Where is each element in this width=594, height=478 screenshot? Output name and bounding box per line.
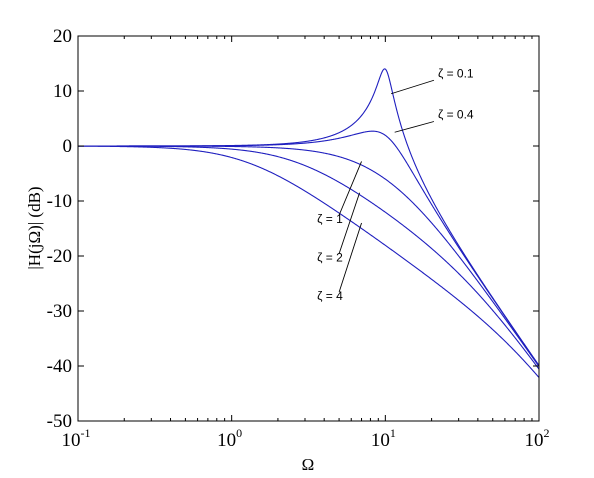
- y-tick-label-3: -10: [47, 191, 72, 212]
- series-lines: [78, 68, 540, 378]
- annotation-label-3: ζ = 2: [317, 251, 343, 265]
- y-axis-label: |H(jΩ)| (dB): [25, 186, 44, 269]
- annotation-label-0: ζ = 0.1: [438, 66, 474, 80]
- plot-frame: [77, 35, 540, 422]
- annotation-leader-0: [390, 79, 435, 95]
- series-line-3: [78, 145, 540, 370]
- annotation-label-1: ζ = 0.4: [438, 108, 474, 122]
- y-tick-label-1: 10: [53, 81, 72, 102]
- y-tick-label-6: -40: [47, 356, 72, 377]
- axis-ticks: [77, 35, 540, 422]
- y-tick-label-7: -50: [47, 411, 72, 432]
- y-tick-label-0: 20: [53, 26, 72, 47]
- annotation-label-4: ζ = 4: [317, 289, 343, 303]
- annotation-leader-1: [394, 121, 435, 133]
- annotations: ζ = 0.1 ζ = 0.4 ζ = 1 ζ = 2 ζ = 4: [317, 66, 474, 303]
- annotation-label-2: ζ = 1: [317, 212, 343, 226]
- annotation-leader-3: [338, 192, 361, 254]
- series-line-4: [78, 145, 540, 378]
- annotation-leader-2: [338, 161, 362, 216]
- y-tick-label-2: 0: [63, 136, 73, 157]
- y-tick-label-5: -30: [47, 301, 72, 322]
- annotation-leader-4: [338, 222, 362, 293]
- x-tick-label-3: 102: [525, 426, 550, 451]
- y-tick-label-4: -20: [47, 246, 72, 267]
- x-axis-label: Ω: [302, 455, 315, 474]
